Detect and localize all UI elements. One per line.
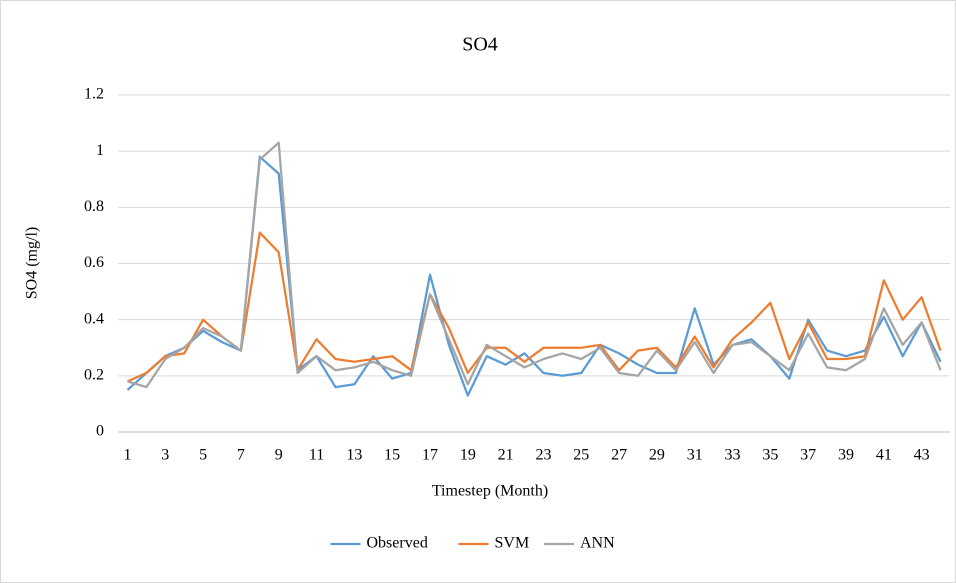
y-tick-label: 0.2 xyxy=(84,367,104,384)
x-tick-label: 33 xyxy=(725,447,741,464)
x-tick-label: 7 xyxy=(237,447,245,464)
x-axis-label: Timestep (Month) xyxy=(432,483,548,500)
y-tick-label: 0.4 xyxy=(84,310,104,327)
series-line xyxy=(127,141,942,389)
series-line xyxy=(127,231,942,383)
y-tick-label: 1 xyxy=(96,142,104,159)
y-tick-label: 0 xyxy=(96,423,104,440)
legend-label: Observed xyxy=(367,535,428,552)
y-tick-label: 0.8 xyxy=(84,198,104,215)
x-tick-label: 35 xyxy=(762,447,778,464)
x-tick-label: 23 xyxy=(535,447,551,464)
chart-title: SO4 xyxy=(462,34,498,56)
x-tick-label: 3 xyxy=(161,447,169,464)
y-tick-label: 0.6 xyxy=(84,254,104,271)
y-tick-label: 1.2 xyxy=(84,86,104,103)
x-tick-label: 9 xyxy=(275,447,283,464)
legend-label: SVM xyxy=(495,535,530,552)
x-tick-label: 21 xyxy=(498,447,514,464)
x-tick-label: 29 xyxy=(649,447,665,464)
x-tick-label: 25 xyxy=(573,447,589,464)
x-tick-label: 17 xyxy=(422,447,438,464)
x-tick-label: 37 xyxy=(800,447,816,464)
x-tick-label: 13 xyxy=(346,447,362,464)
x-tick-label: 19 xyxy=(460,447,476,464)
x-tick-label: 11 xyxy=(309,447,324,464)
x-tick-label: 1 xyxy=(123,447,131,464)
x-tick-label: 15 xyxy=(384,447,400,464)
x-tick-label: 41 xyxy=(876,447,892,464)
x-tick-label: 31 xyxy=(687,447,703,464)
y-axis-label: SO4 (mg/l) xyxy=(24,227,41,299)
legend-label: ANN xyxy=(580,535,615,552)
x-tick-label: 43 xyxy=(914,447,930,464)
x-tick-label: 39 xyxy=(838,447,854,464)
x-tick-label: 27 xyxy=(611,447,627,464)
x-tick-label: 5 xyxy=(199,447,207,464)
